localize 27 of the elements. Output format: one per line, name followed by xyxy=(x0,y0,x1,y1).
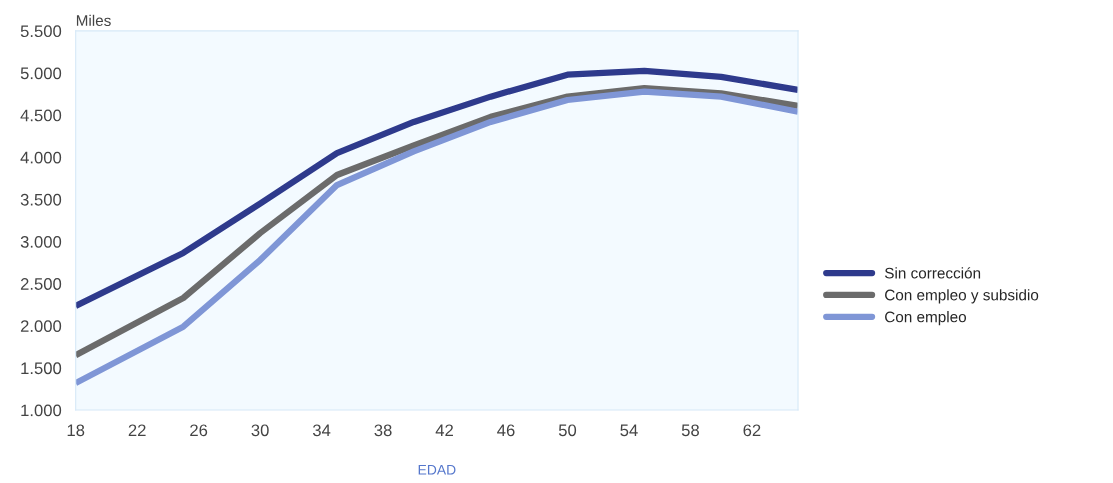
y-tick-label: 3.500 xyxy=(20,193,62,206)
y-tick-label: 1.500 xyxy=(21,362,62,375)
legend-label: Con empleo y subsidio xyxy=(885,289,1039,304)
x-tick-label: 62 xyxy=(743,424,761,437)
y-tick-label: 3.000 xyxy=(20,235,62,248)
x-tick-label: 30 xyxy=(251,424,269,437)
y-tick-label: 4.500 xyxy=(20,109,62,122)
y-tick-label: 2.500 xyxy=(20,278,62,290)
x-tick-label: 54 xyxy=(620,424,638,437)
x-tick-label: 46 xyxy=(497,424,515,437)
x-tick-label: 22 xyxy=(128,424,146,437)
x-tick-label: 58 xyxy=(681,424,699,437)
x-tick-label: 38 xyxy=(374,424,392,437)
legend-label: Con empleo xyxy=(885,311,967,326)
y-tick-label: 2.000 xyxy=(20,320,62,333)
x-tick-label: 42 xyxy=(435,424,453,437)
legend-label: Sin corrección xyxy=(884,267,981,279)
y-tick-label: 5.500 xyxy=(20,25,62,38)
x-tick-label: 26 xyxy=(190,424,208,437)
y-tick-label: 1.000 xyxy=(21,404,62,417)
y-axis-title: Miles xyxy=(76,14,111,26)
x-tick-label: 34 xyxy=(312,424,331,437)
x-tick-label: 50 xyxy=(558,424,577,437)
x-tick-label: 18 xyxy=(67,424,85,437)
x-axis-title: EDAD xyxy=(418,465,456,475)
y-tick-label: 4.000 xyxy=(20,151,62,164)
y-tick-label: 5.000 xyxy=(20,67,62,80)
